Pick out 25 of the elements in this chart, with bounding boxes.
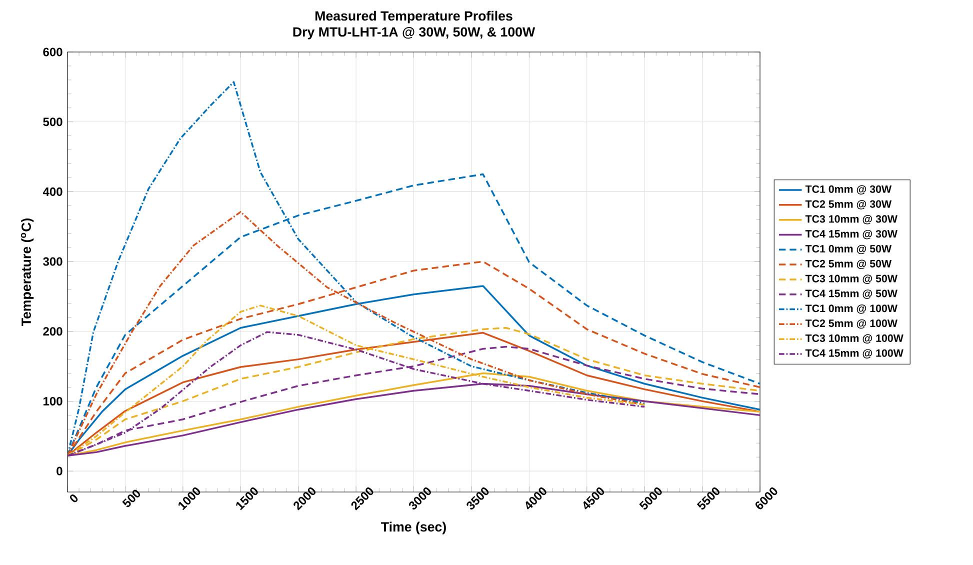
legend-label: TC2 5mm @ 50W xyxy=(805,260,892,270)
y-tick-label: 600 xyxy=(43,48,62,56)
y-tick-label: 500 xyxy=(43,118,62,126)
x-axis-title: Time (sec) xyxy=(381,522,446,534)
legend-label: TC3 10mm @ 50W xyxy=(805,274,898,284)
chart-subtitle: Dry MTU-LHT-1A @ 30W, 50W, & 100W xyxy=(293,27,536,40)
legend-label: TC2 5mm @ 30W xyxy=(805,200,892,210)
legend-label: TC1 0mm @ 50W xyxy=(805,244,892,254)
y-tick-label: 100 xyxy=(44,396,62,406)
y-tick-label: 200 xyxy=(43,327,62,336)
legend-label: TC2 5mm @ 100W xyxy=(805,319,898,329)
y-tick-label: 0 xyxy=(56,466,62,476)
legend-label: TC4 15mm @ 30W xyxy=(805,230,898,240)
legend-label: TC1 0mm @ 100W xyxy=(805,304,898,314)
x-tick-label: 500 xyxy=(122,490,140,508)
legend-label: TC4 15mm @ 50W xyxy=(805,290,898,299)
legend-label: TC3 10mm @ 100W xyxy=(805,334,904,344)
legend-label: TC4 15mm @ 100W xyxy=(805,349,904,358)
legend-label: TC1 0mm @ 30W xyxy=(805,185,892,194)
chart-title: Measured Temperature Profiles xyxy=(315,10,512,24)
legend-label: TC3 10mm @ 30W xyxy=(805,215,898,224)
y-axis-title: Temperature ($^{o}$C) xyxy=(20,218,34,326)
y-tick-label: 300 xyxy=(43,257,62,266)
y-tick-label: 400 xyxy=(42,187,62,196)
x-tick-label: 0 xyxy=(70,494,78,502)
